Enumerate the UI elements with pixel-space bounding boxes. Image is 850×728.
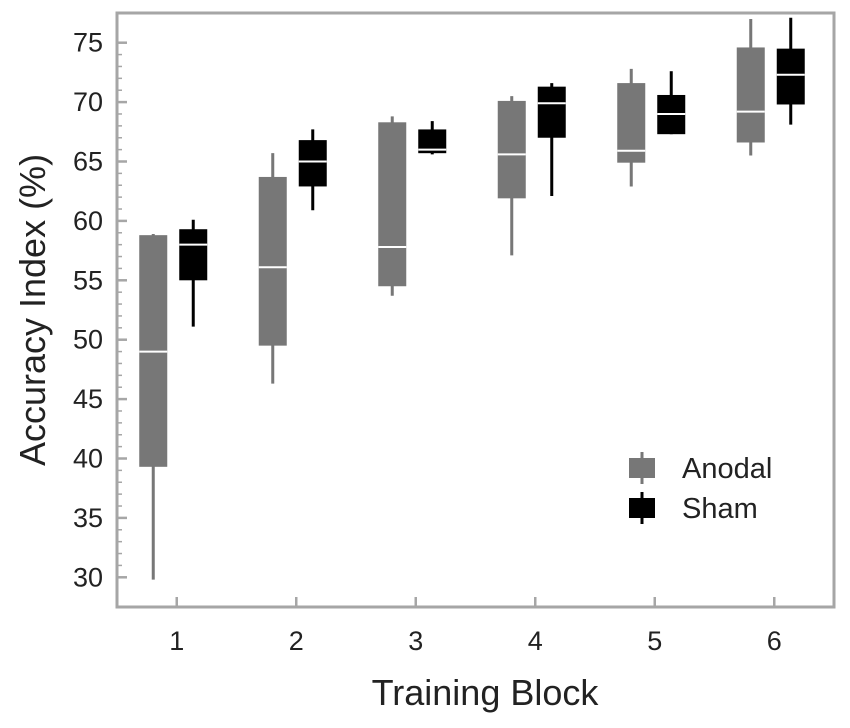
sham-box-6 <box>776 17 805 125</box>
anodal-box-6 <box>736 18 765 156</box>
box-body <box>497 100 526 199</box>
sham-box-5 <box>657 71 686 135</box>
sham-box-2 <box>298 129 327 211</box>
box-body <box>537 86 566 138</box>
y-tick-label: 70 <box>73 87 103 117</box>
y-axis: 30 35 40 45 50 55 60 65 70 75 <box>73 28 127 592</box>
y-tick-label: 65 <box>73 147 103 177</box>
y-tick-label: 35 <box>73 503 103 533</box>
y-tick-label: 40 <box>73 444 103 474</box>
y-tick-label: 45 <box>73 384 103 414</box>
plot-frame <box>115 11 836 609</box>
legend-item-anodal: Anodal <box>629 452 772 485</box>
x-tick-label: 3 <box>408 626 423 656</box>
legend: Anodal Sham <box>629 452 772 525</box>
box-body <box>258 176 287 346</box>
y-tick-label: 55 <box>73 265 103 295</box>
x-axis: 1 2 3 4 5 6 <box>169 597 782 656</box>
anodal-box-1 <box>139 233 168 580</box>
legend-item-sham: Sham <box>629 492 758 525</box>
x-tick-label: 1 <box>169 626 184 656</box>
box-series-group <box>139 17 805 580</box>
sham-box-3 <box>418 121 447 155</box>
box-body <box>736 47 765 143</box>
box-body <box>298 140 327 187</box>
box-body <box>378 122 407 287</box>
box-body <box>418 129 447 154</box>
anodal-box-5 <box>617 68 646 187</box>
x-tick-label: 5 <box>647 626 662 656</box>
box-body <box>179 229 208 281</box>
x-tick-label: 2 <box>289 626 304 656</box>
box-body <box>776 48 805 105</box>
y-axis-title: Accuracy Index (%) <box>12 154 53 466</box>
legend-label: Anodal <box>682 453 772 485</box>
y-tick-label: 30 <box>73 562 103 592</box>
x-tick-label: 6 <box>767 626 782 656</box>
legend-label: Sham <box>682 493 758 525</box>
legend-swatch <box>629 498 655 518</box>
sham-box-4 <box>537 83 566 196</box>
y-tick-label: 75 <box>73 28 103 58</box>
box-body <box>617 83 646 163</box>
y-tick-label: 60 <box>73 206 103 236</box>
anodal-box-2 <box>258 153 287 384</box>
x-axis-title: Training Block <box>372 672 600 713</box>
x-tick-label: 4 <box>528 626 543 656</box>
series-anodal <box>139 18 765 580</box>
anodal-box-4 <box>497 96 526 256</box>
series-sham <box>179 17 805 327</box>
sham-box-1 <box>179 219 208 327</box>
legend-swatch <box>629 458 655 478</box>
anodal-box-3 <box>378 116 407 296</box>
y-tick-label: 50 <box>73 325 103 355</box>
